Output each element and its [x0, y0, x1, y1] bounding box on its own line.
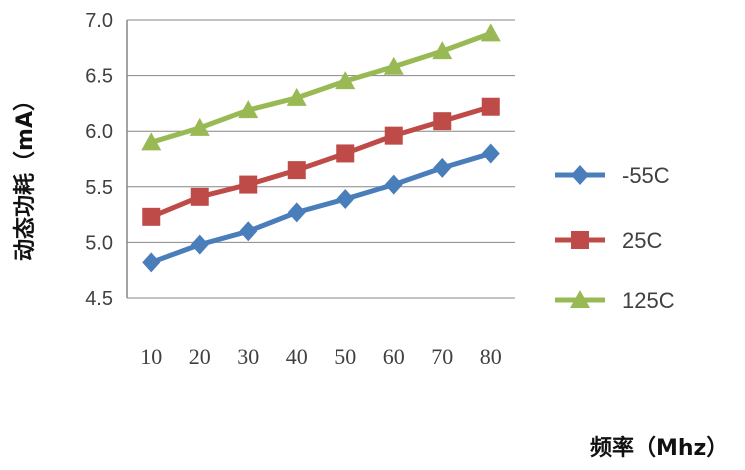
legend-marker: [570, 290, 590, 308]
x-tick-label: 40: [286, 344, 308, 369]
legend-item: 25C: [555, 228, 662, 253]
data-point: [239, 221, 258, 242]
x-tick-label: 20: [189, 344, 211, 369]
series-line: [150, 30, 492, 145]
data-point: [384, 126, 403, 145]
y-tick-label: 6.5: [85, 66, 113, 88]
legend-label: 125C: [622, 288, 675, 313]
y-axis-title: 动态功耗（mA）: [12, 89, 38, 261]
grid-lines: [127, 19, 515, 299]
data-point: [189, 117, 210, 136]
y-tick-label: 6.0: [85, 121, 113, 143]
y-tick-label: 5.5: [85, 177, 113, 199]
data-point: [433, 112, 452, 131]
data-point: [286, 87, 307, 106]
series-group: [141, 23, 501, 273]
data-point: [432, 41, 453, 60]
x-tick-label: 60: [383, 344, 405, 369]
data-point: [238, 100, 259, 119]
legend-item: -55C: [555, 163, 670, 188]
x-tick-label: 50: [334, 344, 356, 369]
data-point: [239, 175, 258, 194]
data-point: [433, 157, 452, 178]
data-point: [287, 202, 306, 223]
data-point: [384, 174, 403, 195]
series--55C: [142, 143, 500, 273]
data-point: [481, 97, 500, 116]
x-tick-label: 30: [237, 344, 259, 369]
data-point: [287, 161, 306, 180]
data-point: [480, 23, 501, 42]
data-point: [190, 187, 209, 206]
data-point: [481, 143, 500, 164]
y-tick-labels: 4.5 5.0 5.5 6.0 6.5 7.0: [85, 10, 113, 310]
y-tick-label: 7.0: [85, 10, 113, 32]
x-tick-labels: 10 20 30 40 50 60 70 80: [140, 344, 502, 369]
legend-label: 25C: [622, 228, 662, 253]
legend-marker: [571, 231, 589, 249]
data-point: [142, 252, 161, 273]
data-point: [336, 144, 355, 163]
data-point: [190, 234, 209, 255]
series-line: [150, 151, 492, 265]
data-point: [141, 132, 162, 151]
data-point: [142, 207, 161, 226]
y-tick-label: 5.0: [85, 232, 113, 254]
series-25C: [142, 97, 500, 226]
x-tick-label: 10: [140, 344, 162, 369]
data-point: [336, 189, 355, 210]
y-tick-label: 4.5: [85, 288, 113, 310]
data-point: [383, 56, 404, 75]
x-tick-label: 80: [480, 344, 502, 369]
legend-item: 125C: [555, 288, 675, 313]
x-tick-label: 70: [431, 344, 453, 369]
x-axis-title: 频率（Mhz）: [590, 435, 728, 461]
series-125C: [141, 23, 501, 151]
data-point: [335, 71, 356, 90]
legend-marker: [571, 165, 589, 185]
legend-label: -55C: [622, 163, 670, 188]
legend: -55C 25C 125C: [555, 163, 675, 313]
